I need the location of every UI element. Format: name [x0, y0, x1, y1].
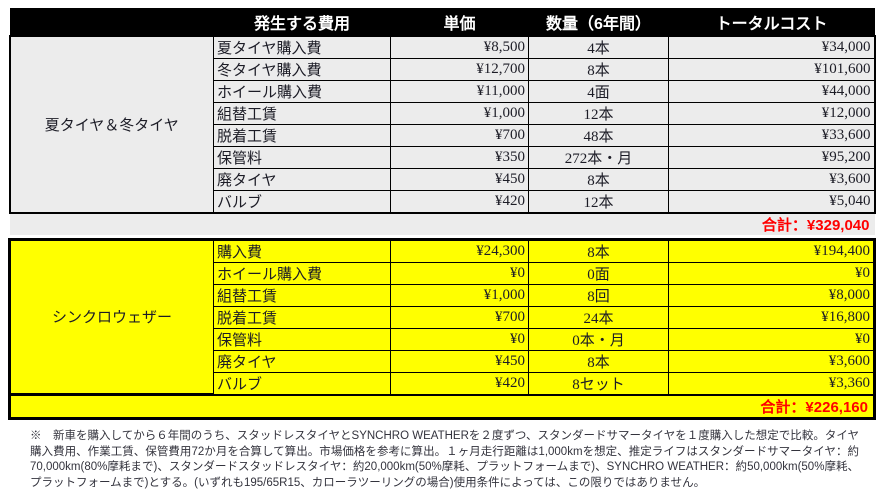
unit-price-cell: ¥1,000 — [390, 283, 529, 307]
spacer — [9, 235, 875, 239]
unit-price-cell: ¥420 — [390, 190, 529, 214]
header-row: 発生する費用 単価 数量（6年間） トータルコスト — [9, 8, 875, 36]
cost-item-cell: バルブ — [213, 190, 391, 214]
table-row: 脱着工賃 ¥700 24本 ¥16,800 — [10, 305, 876, 329]
quantity-cell: 4面 — [528, 80, 669, 103]
group-label-synchro-weather: シンクロウェザー — [8, 237, 214, 396]
table-row: 夏タイヤ＆冬タイヤ 夏タイヤ購入費 ¥8,500 4本 ¥34,000 — [8, 35, 876, 214]
unit-price-cell: ¥12,700 — [390, 58, 529, 81]
total-cost-cell: ¥16,800 — [668, 305, 876, 329]
unit-price-cell: ¥8,500 — [390, 35, 529, 59]
cost-item-cell: 廃タイヤ — [213, 168, 391, 191]
quantity-cell: 8本 — [528, 349, 669, 373]
cost-item-cell: 購入費 — [213, 237, 391, 263]
cost-item-cell: 組替工賃 — [213, 102, 391, 125]
section-total-synchro-weather: 合計：¥226,160 — [8, 394, 876, 420]
quantity-cell: 12本 — [528, 190, 669, 214]
quantity-cell: 8セット — [528, 371, 669, 396]
group-label-summer-winter: 夏タイヤ＆冬タイヤ — [8, 35, 214, 214]
unit-price-cell: ¥420 — [390, 371, 529, 396]
quantity-cell: 4本 — [528, 35, 669, 59]
table-row: 廃タイヤ ¥450 8本 ¥3,600 — [10, 349, 876, 373]
total-cost-cell: ¥3,600 — [668, 349, 876, 373]
section-total-row: 合計：¥329,040 — [9, 213, 875, 235]
quantity-cell: 8本 — [528, 237, 669, 263]
quantity-cell: 272本・月 — [528, 146, 669, 169]
quantity-cell: 8本 — [528, 168, 669, 191]
cost-item-cell: 保管料 — [213, 327, 391, 351]
cost-item-cell: ホイール購入費 — [213, 261, 391, 285]
table-row: 組替工賃 ¥1,000 12本 ¥12,000 — [10, 102, 876, 125]
total-cost-cell: ¥12,000 — [668, 102, 876, 125]
cost-item-cell: バルブ — [213, 371, 391, 396]
cost-item-cell: 夏タイヤ購入費 — [213, 35, 391, 59]
total-cost-cell: ¥101,600 — [668, 58, 876, 81]
tire-cost-comparison-table: 発生する費用 単価 数量（6年間） トータルコスト 夏タイヤ＆冬タイヤ 夏タイヤ… — [8, 8, 876, 420]
total-cost-cell: ¥0 — [668, 261, 876, 285]
total-cost-cell: ¥194,400 — [668, 237, 876, 263]
unit-price-cell: ¥450 — [390, 349, 529, 373]
total-cost-cell: ¥3,600 — [668, 168, 876, 191]
quantity-cell: 8本 — [528, 58, 669, 81]
total-cost-cell: ¥0 — [668, 327, 876, 351]
unit-price-cell: ¥700 — [390, 305, 529, 329]
header-quantity: 数量（6年間） — [528, 8, 669, 36]
cost-item-cell: ホイール購入費 — [213, 80, 391, 103]
table-row: 廃タイヤ ¥450 8本 ¥3,600 — [10, 168, 876, 191]
total-cost-cell: ¥33,600 — [668, 124, 876, 147]
cost-item-cell: 冬タイヤ購入費 — [213, 58, 391, 81]
header-total-cost: トータルコスト — [668, 8, 875, 36]
total-cost-cell: ¥8,000 — [668, 283, 876, 307]
cost-item-cell: 脱着工賃 — [213, 305, 391, 329]
quantity-cell: 48本 — [528, 124, 669, 147]
header-cost-item: 発生する費用 — [213, 8, 391, 36]
table-row: シンクロウェザー 購入費 ¥24,300 8本 ¥194,400 — [8, 237, 876, 396]
total-cost-cell: ¥44,000 — [668, 80, 876, 103]
unit-price-cell: ¥1,000 — [390, 102, 529, 125]
footnote-text: ※ 新車を購入してから６年間のうち、スタッドレスタイヤとSYNCHRO WEAT… — [30, 430, 859, 489]
section-total-row: 合計：¥226,160 — [8, 394, 876, 420]
quantity-cell: 12本 — [528, 102, 669, 125]
quantity-cell: 0面 — [528, 261, 669, 285]
table-row: 脱着工賃 ¥700 48本 ¥33,600 — [10, 124, 876, 147]
total-cost-cell: ¥3,360 — [668, 371, 876, 396]
cost-item-cell: 組替工賃 — [213, 283, 391, 307]
table-row: 保管料 ¥350 272本・月 ¥95,200 — [10, 146, 876, 169]
unit-price-cell: ¥11,000 — [390, 80, 529, 103]
unit-price-cell: ¥450 — [390, 168, 529, 191]
cost-item-cell: 保管料 — [213, 146, 391, 169]
table-row: ホイール購入費 ¥0 0面 ¥0 — [10, 261, 876, 285]
spacer-row — [9, 235, 875, 239]
table-row: 冬タイヤ購入費 ¥12,700 8本 ¥101,600 — [10, 58, 876, 81]
total-cost-cell: ¥5,040 — [668, 190, 876, 214]
quantity-cell: 24本 — [528, 305, 669, 329]
unit-price-cell: ¥0 — [390, 261, 529, 285]
header-unit-price: 単価 — [390, 8, 529, 36]
unit-price-cell: ¥350 — [390, 146, 529, 169]
header-corner — [9, 8, 214, 36]
unit-price-cell: ¥700 — [390, 124, 529, 147]
total-cost-cell: ¥34,000 — [668, 35, 876, 59]
section-total-summer-winter: 合計：¥329,040 — [9, 213, 875, 235]
table-row: バルブ ¥420 8セット ¥3,360 — [10, 371, 876, 396]
cost-item-cell: 脱着工賃 — [213, 124, 391, 147]
cost-item-cell: 廃タイヤ — [213, 349, 391, 373]
quantity-cell: 8回 — [528, 283, 669, 307]
total-cost-cell: ¥95,200 — [668, 146, 876, 169]
unit-price-cell: ¥0 — [390, 327, 529, 351]
quantity-cell: 0本・月 — [528, 327, 669, 351]
table-row: バルブ ¥420 12本 ¥5,040 — [10, 190, 876, 214]
unit-price-cell: ¥24,300 — [390, 237, 529, 263]
